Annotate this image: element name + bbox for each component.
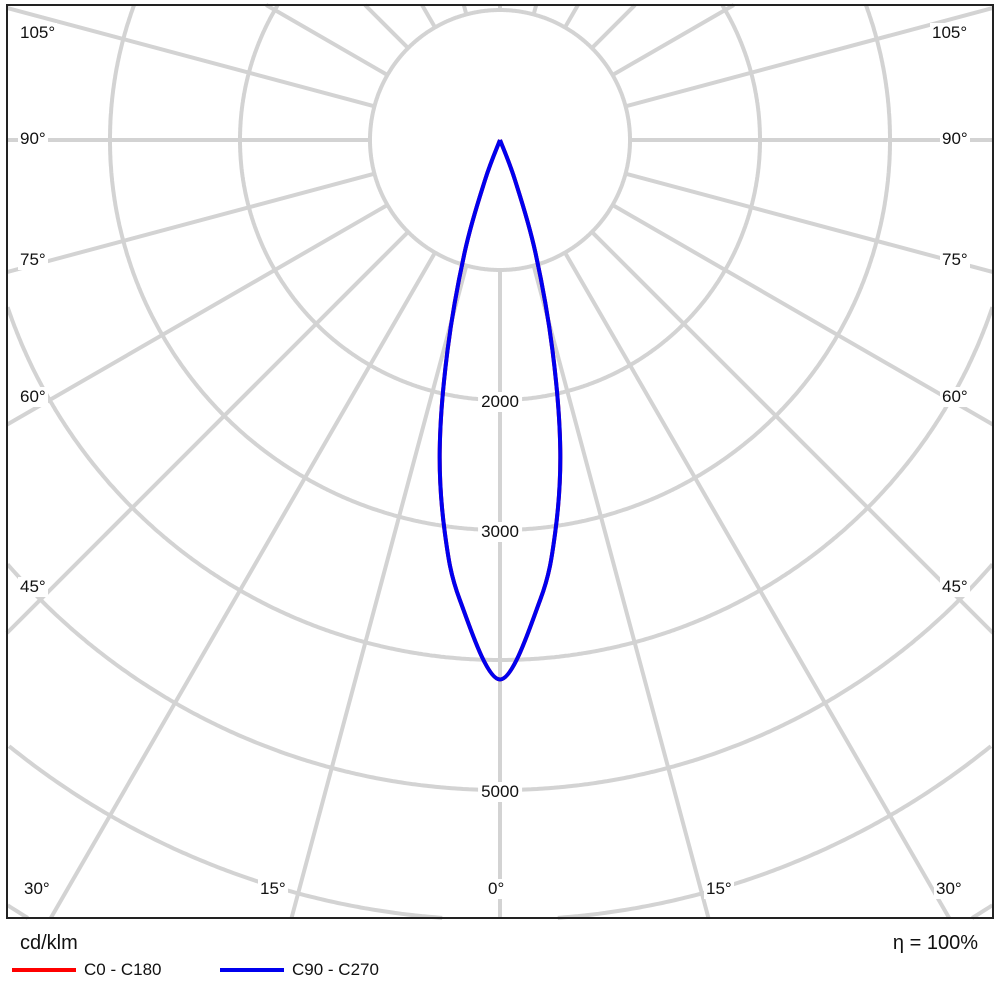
unit-label: cd/klm — [20, 932, 78, 954]
radial-gridline — [531, 265, 711, 919]
radial-gridline — [5, 203, 389, 427]
ring-label: 3000 — [478, 522, 522, 542]
radial-gridline — [6, 5, 375, 109]
radial-gridline — [363, 3, 410, 50]
angle-label-right-105: 105° — [930, 23, 970, 43]
radial-gridline — [625, 171, 994, 275]
radial-gridline — [265, 3, 389, 77]
series-curve-c90-c270 — [437, 139, 563, 682]
legend-swatch-blue — [220, 968, 284, 972]
ring-label: 2000 — [478, 392, 522, 412]
angle-label-left-105: 105° — [18, 23, 58, 43]
ring-label: 5000 — [478, 782, 522, 802]
radial-gridline — [420, 3, 437, 29]
angle-label-left-60: 60° — [18, 387, 48, 407]
ring-gridline — [557, 744, 993, 920]
radial-gridline — [611, 3, 735, 77]
radial-gridline — [563, 4, 580, 29]
radial-gridline — [49, 251, 437, 919]
radial-gridline — [611, 203, 995, 427]
angle-label-right-90: 90° — [940, 129, 970, 149]
angle-label-left-15: 15° — [258, 879, 288, 899]
radial-gridline — [563, 251, 951, 920]
ring-gridline — [7, 744, 443, 920]
radial-gridline — [590, 230, 995, 635]
legend-swatch-red — [12, 968, 76, 972]
radial-gridline — [289, 265, 469, 919]
angle-label-0: 0° — [486, 879, 507, 899]
radial-gridline — [5, 230, 410, 635]
angle-label-left-75: 75° — [18, 250, 48, 270]
ring-gridline — [368, 8, 632, 272]
angle-label-left-90: 90° — [18, 129, 48, 149]
angle-label-right-45: 45° — [940, 577, 970, 597]
angle-label-right-30: 30° — [934, 879, 964, 899]
angle-label-right-75: 75° — [940, 250, 970, 270]
efficiency-label: η = 100% — [892, 932, 978, 954]
legend-item-c0-c180: C0 - C180 — [12, 960, 161, 980]
angle-label-left-45: 45° — [18, 577, 48, 597]
ring-gridline — [6, 903, 29, 920]
angle-label-left-30: 30° — [22, 879, 52, 899]
ring-gridline — [971, 903, 994, 920]
legend-label: C90 - C270 — [292, 960, 379, 979]
angle-label-right-15: 15° — [704, 879, 734, 899]
ring-gridline — [5, 306, 995, 662]
plot-frame — [6, 4, 994, 919]
legend-label: C0 - C180 — [84, 960, 162, 979]
radial-gridline — [590, 3, 637, 50]
angle-label-right-60: 60° — [940, 387, 970, 407]
legend-item-c90-c270: C90 - C270 — [220, 960, 379, 980]
grid-group — [5, 3, 995, 920]
radial-gridline — [6, 171, 375, 275]
